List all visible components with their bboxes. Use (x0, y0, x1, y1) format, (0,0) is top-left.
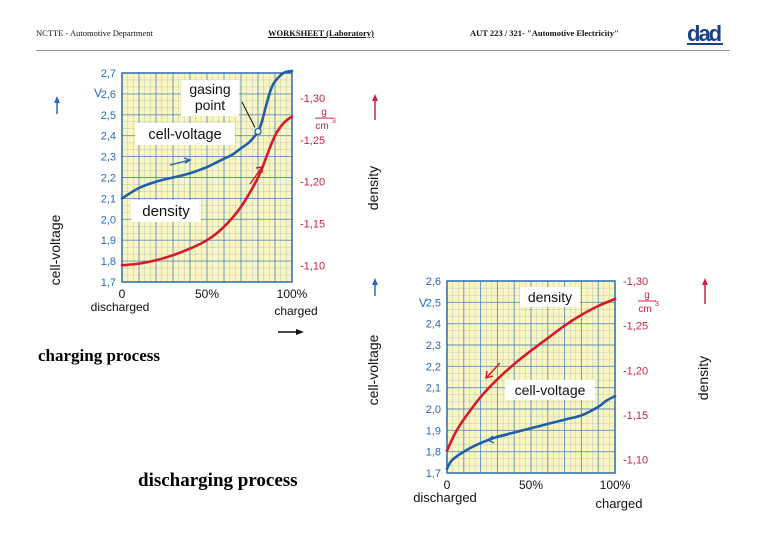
dad-logo: dad (687, 22, 723, 46)
logo-underline (687, 43, 723, 45)
x-under-start: discharged (413, 490, 477, 505)
series-line-cell-voltage (445, 394, 617, 470)
density-label-bg (520, 287, 580, 307)
plot-labels: 1,7 1,8 1,9 2,0 2,1 2,2 2,3 2,4 2,5 2,6 2,7 Vcell-v… (47, 68, 381, 335)
plot-frame (121, 72, 293, 283)
left-tick-label: 2,3 (426, 340, 441, 352)
left-tick-label: 2,6 (101, 89, 116, 101)
x-tick-label: 0 (119, 287, 126, 301)
caption-charging: charging process (38, 346, 160, 365)
left-tick-label: 2,6 (426, 276, 441, 288)
x-tick-label: 50% (195, 287, 219, 301)
right-tick-label: -1,30 (300, 93, 325, 105)
right-tick-label: -1,10 (623, 455, 648, 467)
density-curve-label: density (142, 203, 190, 220)
charging-chart: 1,7 1,8 1,9 2,0 2,1 2,2 2,3 2,4 2,5 2,6 2,7 Vcell-v… (47, 68, 381, 335)
left-tick-label: 2,3 (101, 152, 116, 164)
left-tick-label: 2,4 (101, 131, 116, 143)
left-tick-label: 2,2 (426, 361, 441, 373)
caption-discharging: discharging process (138, 470, 298, 491)
right-unit-exponent: 3 (655, 301, 659, 308)
density-direction-arrow (249, 166, 263, 185)
right-tick-label: -1,15 (300, 218, 325, 230)
right-unit-denominator: cm (315, 121, 328, 132)
left-tick-label: 2,5 (426, 297, 441, 309)
right-tick-label: -1,20 (623, 365, 648, 377)
right-tick-label: -1,25 (623, 321, 648, 333)
x-tick-label: 100% (277, 287, 308, 301)
left-tick-label: 1,9 (426, 425, 441, 437)
left-tick-label: 2,0 (426, 404, 441, 416)
left-tick-label: 1,8 (101, 256, 116, 268)
left-tick-label: 2,5 (101, 110, 116, 122)
right-axis-arrowhead (702, 278, 708, 285)
discharging-chart: 1,7 1,8 1,9 2,0 2,1 2,2 2,3 2,4 2,5 2,6 Vcell-volt… (365, 276, 711, 511)
header-divider (36, 50, 730, 51)
gasing-leader-line (241, 101, 256, 128)
voltage-label-bg (135, 123, 235, 145)
left-tick-label: 2,1 (101, 193, 116, 205)
x-under-end: charged (596, 496, 643, 511)
right-tick-label: -1,20 (300, 177, 325, 189)
right-axis-title: density (365, 166, 381, 210)
header-course: AUT 223 / 321- "Automotive Electricity" (470, 28, 619, 38)
left-tick-label: 2,0 (101, 214, 116, 226)
right-tick-label: -1,30 (623, 276, 648, 288)
series-line-density (120, 115, 294, 267)
header-department: NCTTE - Automotive Department (36, 28, 153, 38)
left-tick-label: 2,7 (101, 68, 116, 80)
left-tick-label: 1,7 (101, 277, 116, 289)
logo-text: dad (687, 22, 721, 46)
gasing-point-label-2: point (195, 97, 225, 113)
x-under-start: discharged (91, 300, 150, 314)
x-under-end: charged (274, 304, 317, 318)
left-tick-label: 2,2 (101, 173, 116, 185)
gasing-label-bg (181, 80, 239, 116)
series-line-cell-voltage (120, 69, 294, 200)
left-tick-label: 2,1 (426, 383, 441, 395)
density-label-bg (131, 200, 201, 222)
x-tick-label: 50% (519, 478, 543, 492)
header-worksheet-title: WORKSHEET (Laboratory) (268, 28, 374, 38)
plot-marks (445, 297, 617, 470)
plot-labels: 1,7 1,8 1,9 2,0 2,1 2,2 2,3 2,4 2,5 2,6 Vcell-volt… (365, 276, 711, 511)
left-axis-title: cell-voltage (365, 334, 381, 405)
plot-frame (446, 280, 616, 474)
right-unit-numerator: g (321, 107, 327, 118)
right-unit-denominator: cm (638, 304, 651, 315)
gasing-point-label: gasing (189, 81, 230, 97)
left-tick-label: 1,8 (426, 447, 441, 459)
voltage-direction-arrow (169, 157, 192, 166)
left-axis-unit: V (94, 86, 102, 100)
left-axis-arrowhead (54, 96, 60, 103)
x-axis-arrowhead (296, 329, 304, 335)
right-tick-label: -1,25 (300, 135, 325, 147)
left-tick-label: 2,4 (426, 319, 441, 331)
left-axis-title: cell-voltage (47, 214, 63, 285)
series-line-density (445, 297, 617, 452)
density-curve-label: density (528, 289, 572, 305)
left-axis-arrowhead (372, 278, 378, 285)
voltage-label-bg (505, 380, 595, 400)
cell-voltage-curve-label: cell-voltage (515, 382, 586, 398)
cell-voltage-curve-label: cell-voltage (148, 127, 221, 143)
right-tick-label: -1,10 (300, 260, 325, 272)
x-tick-label: 100% (600, 478, 631, 492)
right-unit-exponent: 3 (332, 118, 336, 125)
voltage-direction-arrow (486, 434, 509, 444)
x-tick-label: 0 (444, 478, 451, 492)
left-axis-unit: V (419, 296, 427, 310)
right-axis-title: density (695, 356, 711, 400)
left-tick-label: 1,9 (101, 235, 116, 247)
density-direction-arrow (485, 362, 501, 379)
plot-marks (120, 69, 294, 267)
right-axis-arrowhead (372, 94, 378, 101)
gasing-point-marker (254, 127, 262, 136)
right-unit-numerator: g (644, 290, 650, 301)
right-tick-label: -1,15 (623, 410, 648, 422)
left-tick-label: 1,7 (426, 468, 441, 480)
